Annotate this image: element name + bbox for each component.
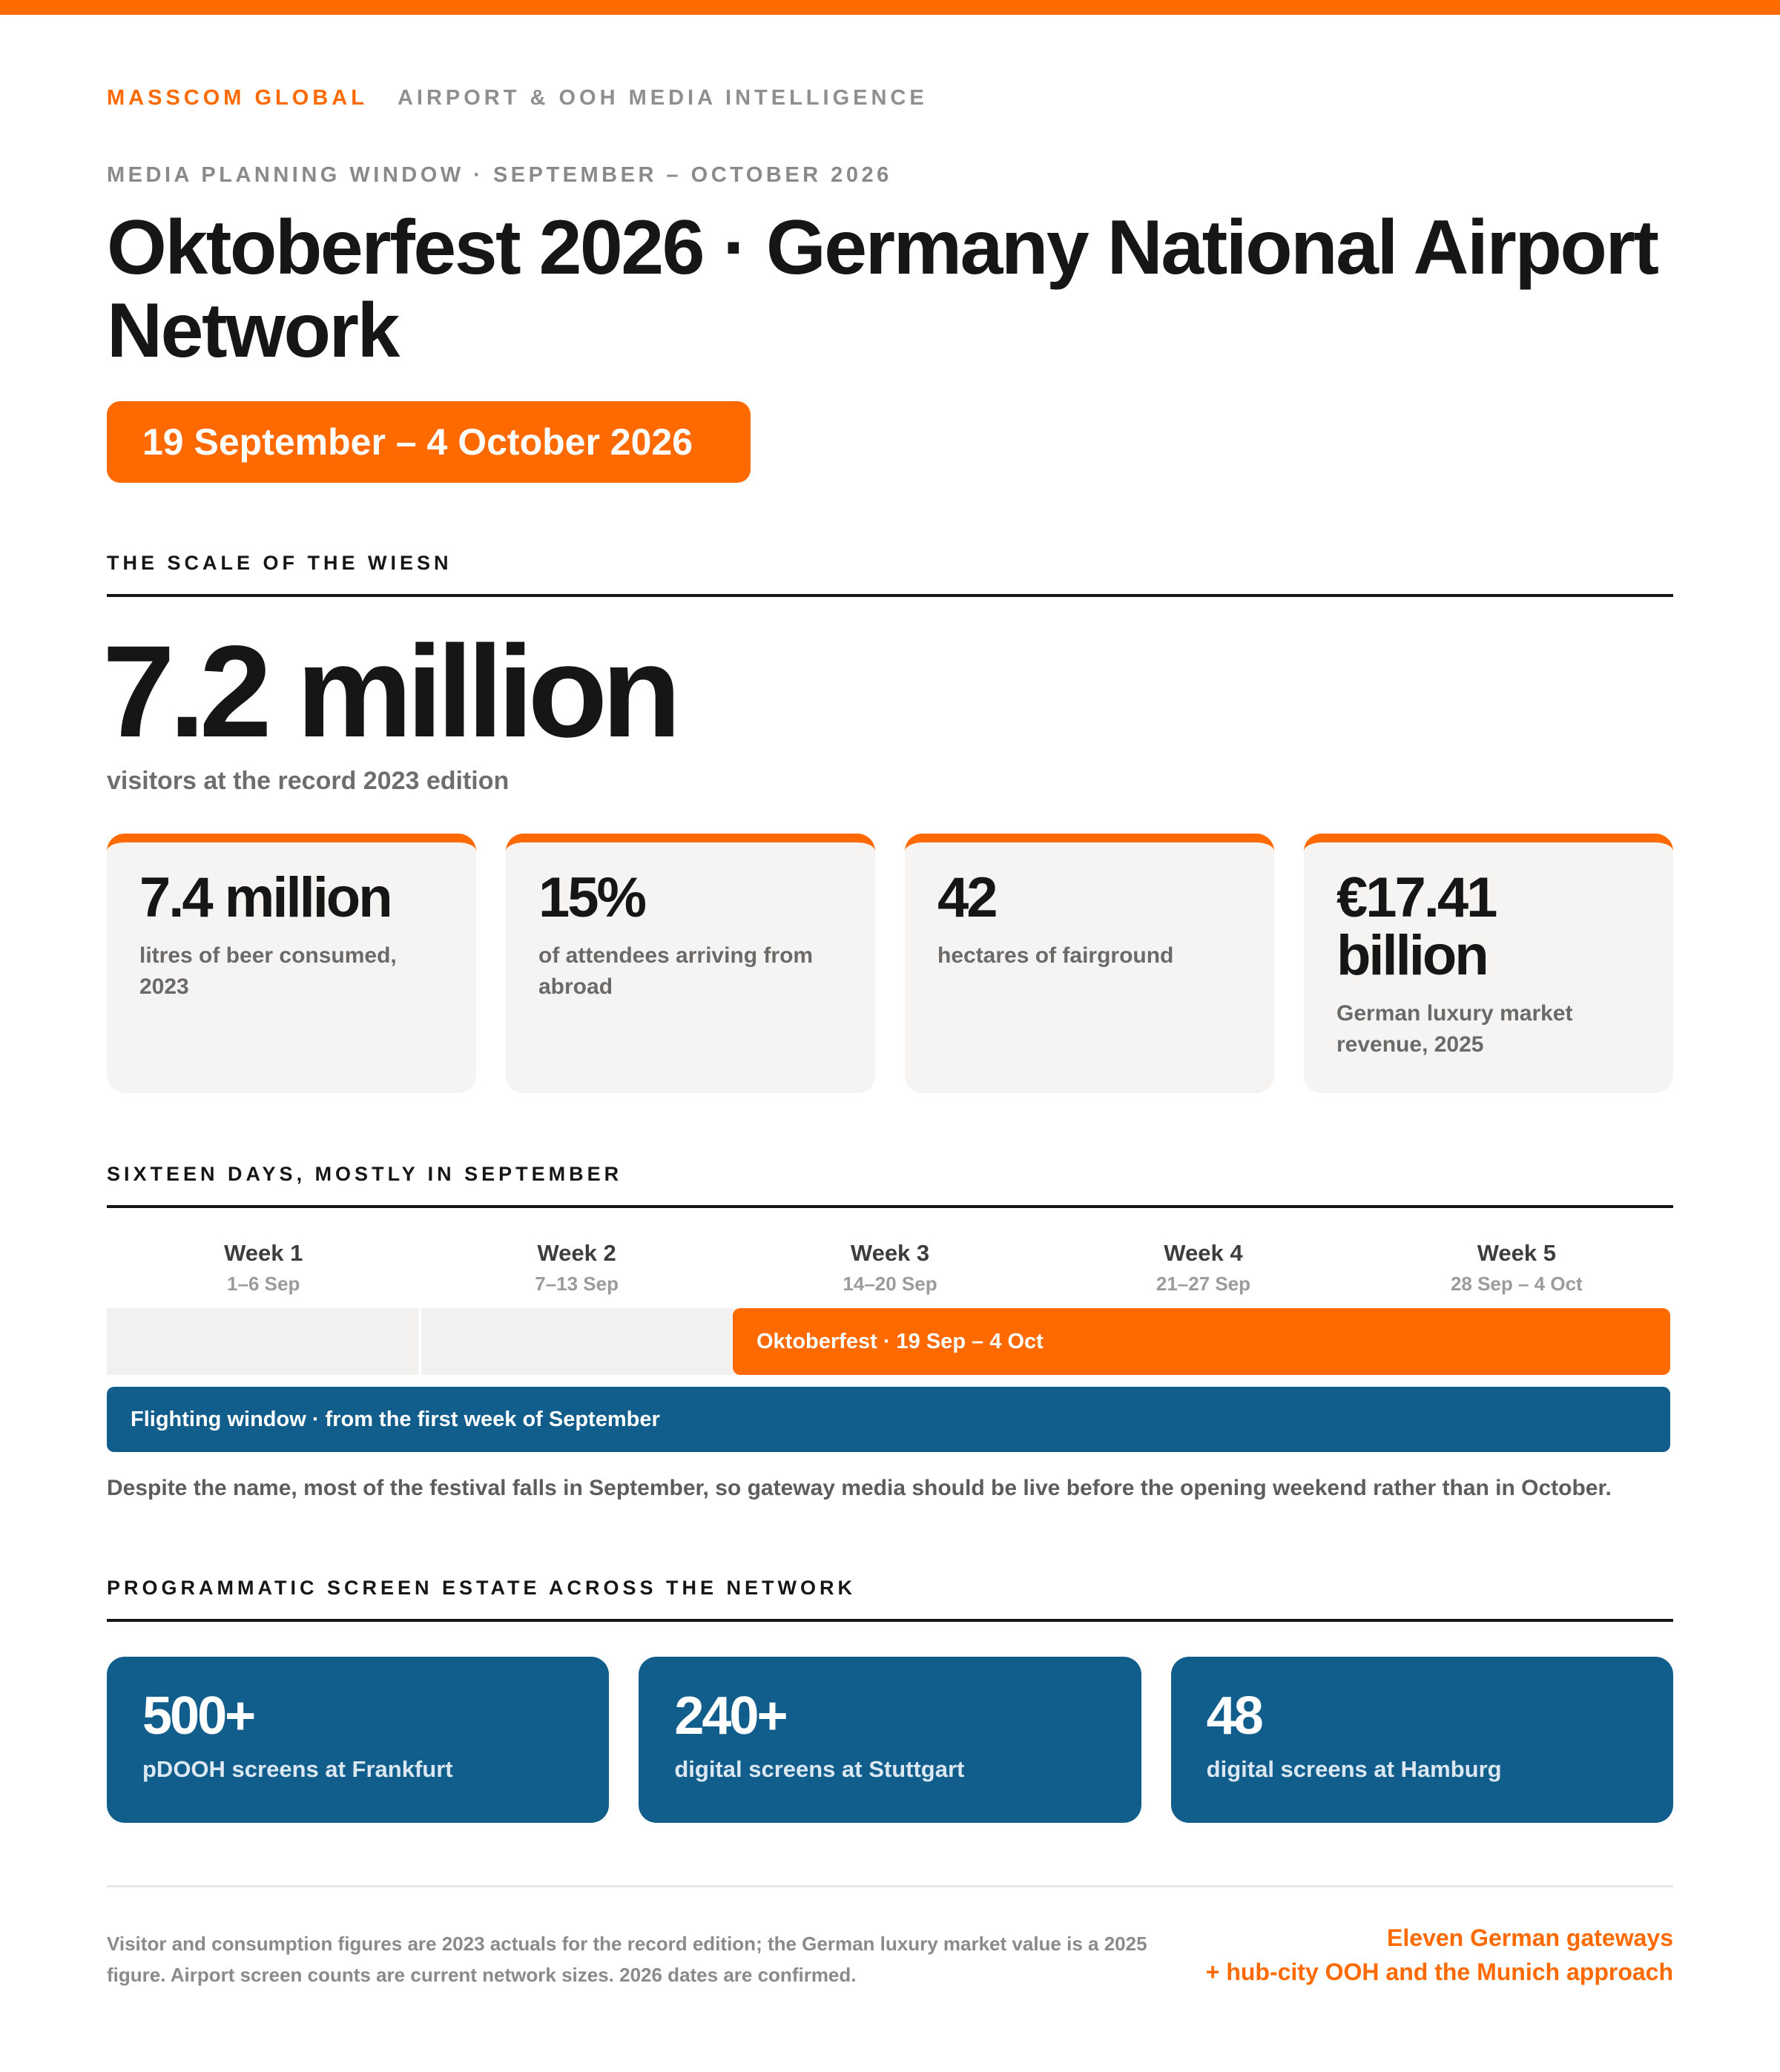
footnote: Visitor and consumption figures are 2023… [107,1933,1147,1986]
flighting-window-bar: Flighting window · from the first week o… [107,1387,1670,1452]
footer-network-summary: Eleven German gateways + hub-city OOH an… [1206,1921,1673,1989]
planning-window-eyebrow: MEDIA PLANNING WINDOW · SEPTEMBER – OCTO… [107,163,892,187]
week-range: 1–6 Sep [227,1273,300,1295]
stat-card: 42 hectares of fairground [905,834,1274,1093]
festival-date-pill: 19 September – 4 October 2026 [107,401,751,483]
week-column: Week 2 7–13 Sep [420,1240,733,1296]
screen-label: digital screens at Hamburg [1206,1756,1502,1782]
stat-label: litres of beer consumed, 2023 [139,943,397,999]
page-title: Oktoberfest 2026 · Germany National Airp… [107,205,1659,374]
screen-card: 500+ pDOOH screens at Frankfurt [107,1657,610,1823]
stat-value: €17.41 billion [1336,866,1497,987]
festival-duration-bar: Oktoberfest · 19 Sep – 4 Oct [733,1308,1670,1375]
timeline-note: Despite the name, most of the festival f… [107,1476,1612,1500]
brand-row: MASSCOM GLOBAL AIRPORT & OOH MEDIA INTEL… [107,86,928,110]
top-accent-bar [0,0,1780,15]
week-2-cell [421,1308,734,1375]
screen-count: 240+ [674,1686,788,1746]
week-name: Week 4 [1164,1240,1243,1266]
footer-line-hub-ooh: + hub-city OOH and the Munich approach [1205,1959,1673,1985]
week-range: 28 Sep – 4 Oct [1450,1273,1583,1295]
screen-label: pDOOH screens at Frankfurt [142,1756,453,1782]
stat-card: 15% of attendees arriving from abroad [506,834,875,1093]
screen-count: 48 [1206,1686,1264,1746]
week-column: Week 5 28 Sep – 4 Oct [1360,1240,1673,1296]
stat-label: German luxury market revenue, 2025 [1336,1001,1573,1057]
stat-card: €17.41 billion German luxury market reve… [1304,834,1673,1093]
brand-name: MASSCOM GLOBAL [107,86,368,110]
brand-tagline: AIRPORT & OOH MEDIA INTELLIGENCE [397,86,928,110]
stat-value: 15% [538,866,647,929]
week-range: 14–20 Sep [843,1273,937,1295]
week-name: Week 3 [850,1240,930,1266]
screen-card-row: 500+ pDOOH screens at Frankfurt 240+ dig… [107,1657,1673,1823]
section-heading-scale: THE SCALE OF THE WIESN [107,552,1673,597]
week-name: Week 5 [1477,1240,1556,1266]
week-name: Week 1 [224,1240,303,1266]
screen-card: 48 digital screens at Hamburg [1170,1657,1673,1823]
week-column: Week 3 14–20 Sep [734,1240,1046,1296]
week-column: Week 1 1–6 Sep [107,1240,420,1296]
screen-count: 500+ [142,1686,256,1746]
stat-card-row: 7.4 million litres of beer consumed, 202… [107,834,1673,1093]
screen-card: 240+ digital screens at Stuttgart [639,1657,1141,1823]
stat-value: 42 [937,866,998,929]
footer-line-gateways: Eleven German gateways [1387,1924,1673,1951]
stat-card: 7.4 million litres of beer consumed, 202… [107,834,476,1093]
timeline-track: Oktoberfest · 19 Sep – 4 Oct [107,1308,1673,1375]
stat-value: 7.4 million [139,866,393,929]
stat-label: hectares of fairground [937,943,1174,968]
week-header-row: Week 1 1–6 Sep Week 2 7–13 Sep Week 3 14… [107,1240,1673,1296]
week-1-cell [107,1308,418,1375]
week-range: 7–13 Sep [535,1273,619,1295]
hero-visitor-count: 7.2 million [102,619,682,765]
week-name: Week 2 [537,1240,616,1266]
screen-label: digital screens at Stuttgart [674,1756,965,1782]
section-heading-screens: PROGRAMMATIC SCREEN ESTATE ACROSS THE NE… [107,1577,1673,1622]
section-heading-timeline: SIXTEEN DAYS, MOSTLY IN SEPTEMBER [107,1163,1673,1208]
footer-divider [107,1885,1673,1887]
week-range: 21–27 Sep [1156,1273,1251,1295]
week-column: Week 4 21–27 Sep [1046,1240,1359,1296]
hero-caption: visitors at the record 2023 edition [107,767,510,795]
stat-label: of attendees arriving from abroad [538,943,814,999]
